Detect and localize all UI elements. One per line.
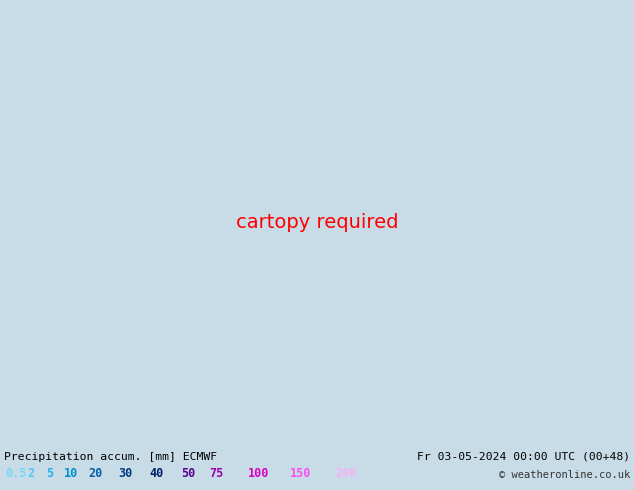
Text: 50: 50 (181, 467, 195, 480)
Text: 75: 75 (209, 467, 223, 480)
Text: Fr 03-05-2024 00:00 UTC (00+48): Fr 03-05-2024 00:00 UTC (00+48) (417, 452, 630, 462)
Text: 150: 150 (290, 467, 311, 480)
Text: 2: 2 (27, 467, 34, 480)
Text: 100: 100 (248, 467, 269, 480)
Text: © weatheronline.co.uk: © weatheronline.co.uk (499, 470, 630, 480)
Text: Precipitation accum. [mm] ECMWF: Precipitation accum. [mm] ECMWF (4, 452, 217, 462)
Text: cartopy required: cartopy required (236, 213, 398, 232)
Text: 40: 40 (149, 467, 163, 480)
Text: 5: 5 (46, 467, 53, 480)
Text: 0.5: 0.5 (5, 467, 27, 480)
Text: 200: 200 (335, 467, 356, 480)
Text: 30: 30 (118, 467, 133, 480)
Text: 20: 20 (88, 467, 102, 480)
Text: 10: 10 (64, 467, 78, 480)
